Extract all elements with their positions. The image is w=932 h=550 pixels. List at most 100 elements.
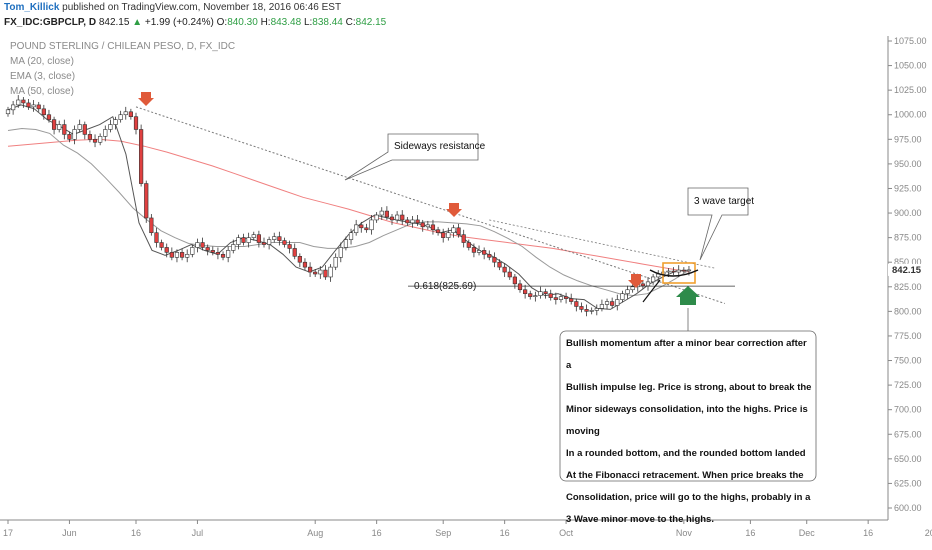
candle-body <box>651 276 656 283</box>
candle-body <box>492 256 497 263</box>
candle-body <box>272 236 277 240</box>
candle-body <box>574 301 579 307</box>
candle-body <box>205 247 210 251</box>
publish-text: published on TradingView.com, November 1… <box>62 2 342 13</box>
candle-body <box>620 293 625 300</box>
candle-body <box>671 270 676 273</box>
candle-body <box>395 214 400 221</box>
note-line: At the Fibonacci retracement. When price… <box>566 470 804 481</box>
candle-body <box>523 289 528 294</box>
candle-body <box>435 229 441 234</box>
candle-body <box>62 124 67 135</box>
candle-body <box>210 250 215 253</box>
note-line: 3 Wave minor move to the highs. <box>566 514 714 525</box>
y-tick-label: 775.00 <box>894 331 922 341</box>
sell-arrow-icon <box>628 274 644 288</box>
legend-ema3[interactable]: EMA (3, close) <box>10 71 76 82</box>
ma20-path <box>7 127 690 297</box>
buy-arrow-icon <box>676 286 700 305</box>
candle-body <box>441 232 446 238</box>
candle-body <box>594 308 599 311</box>
candle-body <box>174 252 180 258</box>
candle-body <box>538 291 543 296</box>
candle-body <box>179 252 185 258</box>
candle-body <box>563 296 569 299</box>
candle-body <box>297 256 302 263</box>
sideways-callout-text: Sideways resistance <box>394 141 486 152</box>
candle-body <box>67 134 72 140</box>
legend-ma50[interactable]: MA (50, close) <box>10 86 74 97</box>
candle-body <box>569 298 574 302</box>
candle-body <box>11 104 16 111</box>
x-tick-label: 16 <box>863 528 873 538</box>
x-tick-label: Oct <box>559 528 574 538</box>
candle-body <box>241 237 246 243</box>
candle-body <box>374 214 379 221</box>
y-tick-label: 1050.00 <box>894 61 927 71</box>
y-tick-label: 675.00 <box>894 429 922 439</box>
candle-body <box>72 129 77 140</box>
y-tick-label: 1025.00 <box>894 85 927 95</box>
candle-body <box>487 254 492 258</box>
candle-body <box>36 104 41 110</box>
rounded-bottom-curve <box>649 269 699 277</box>
x-tick-label: Jul <box>192 528 204 538</box>
candle-body <box>482 250 487 255</box>
candle-body <box>369 219 374 231</box>
candle-body <box>389 216 395 221</box>
x-tick-label: 16 <box>745 528 755 538</box>
close-value: 842.15 <box>355 17 387 28</box>
candle-body <box>512 276 517 285</box>
candle-body <box>98 136 103 143</box>
candle-body <box>338 247 343 258</box>
candle-body <box>584 309 589 312</box>
candle-body <box>645 281 651 287</box>
legend-ma20[interactable]: MA (20, close) <box>10 56 74 67</box>
y-tick-label: 825.00 <box>894 282 922 292</box>
candle-body <box>610 301 615 306</box>
candle-body <box>103 129 108 137</box>
analysis-note: Bullish momentum after a minor bear corr… <box>566 333 814 531</box>
x-tick-label: 16 <box>372 528 382 538</box>
candlesticks <box>5 95 692 317</box>
candle-body <box>92 139 98 143</box>
y-tick-label: 1000.00 <box>894 110 927 120</box>
candle-body <box>410 219 415 224</box>
publish-info: Tom_Killick published on TradingView.com… <box>4 2 341 13</box>
candle-body <box>77 124 82 130</box>
candle-body <box>405 219 410 224</box>
y-tick-label: 950.00 <box>894 159 922 169</box>
candle-body <box>466 242 471 248</box>
symbol-label[interactable]: FX_IDC:GBPCLP, D <box>4 17 97 28</box>
candle-body <box>543 291 548 294</box>
candle-body <box>686 269 692 272</box>
current-price-tag <box>888 263 932 276</box>
candle-body <box>558 296 564 300</box>
target-callout-text: 3 wave target <box>694 196 755 207</box>
x-tick-label: Aug <box>307 528 323 538</box>
candle-body <box>343 239 349 248</box>
y-tick-label: 700.00 <box>894 405 922 415</box>
candle-body <box>415 219 420 224</box>
current-price-label: 842.15 <box>892 265 922 276</box>
impulse-line <box>642 279 661 303</box>
fib-level-label: 0.618(825.69) <box>414 281 477 292</box>
candle-body <box>348 232 354 240</box>
time-axis: 17 Jun 16 Jul Aug 16 Sep 16 Oct Nov 16 Dec 16 2017 <box>3 520 932 538</box>
candle-body <box>313 271 318 275</box>
candle-body <box>215 252 221 255</box>
candle-body <box>41 108 46 116</box>
x-tick-label: 16 <box>500 528 510 538</box>
candle-body <box>497 261 502 268</box>
candle-body <box>666 270 671 273</box>
author-link[interactable]: Tom_Killick <box>4 2 60 13</box>
candle-body <box>195 242 200 248</box>
sell-arrow-icon <box>446 203 462 217</box>
candle-body <box>328 266 333 278</box>
y-tick-label: 750.00 <box>894 356 922 366</box>
candle-body <box>318 269 323 275</box>
ema3-path <box>7 104 690 310</box>
candle-body <box>21 99 26 104</box>
candle-body <box>267 239 272 245</box>
candle-body <box>185 254 190 258</box>
